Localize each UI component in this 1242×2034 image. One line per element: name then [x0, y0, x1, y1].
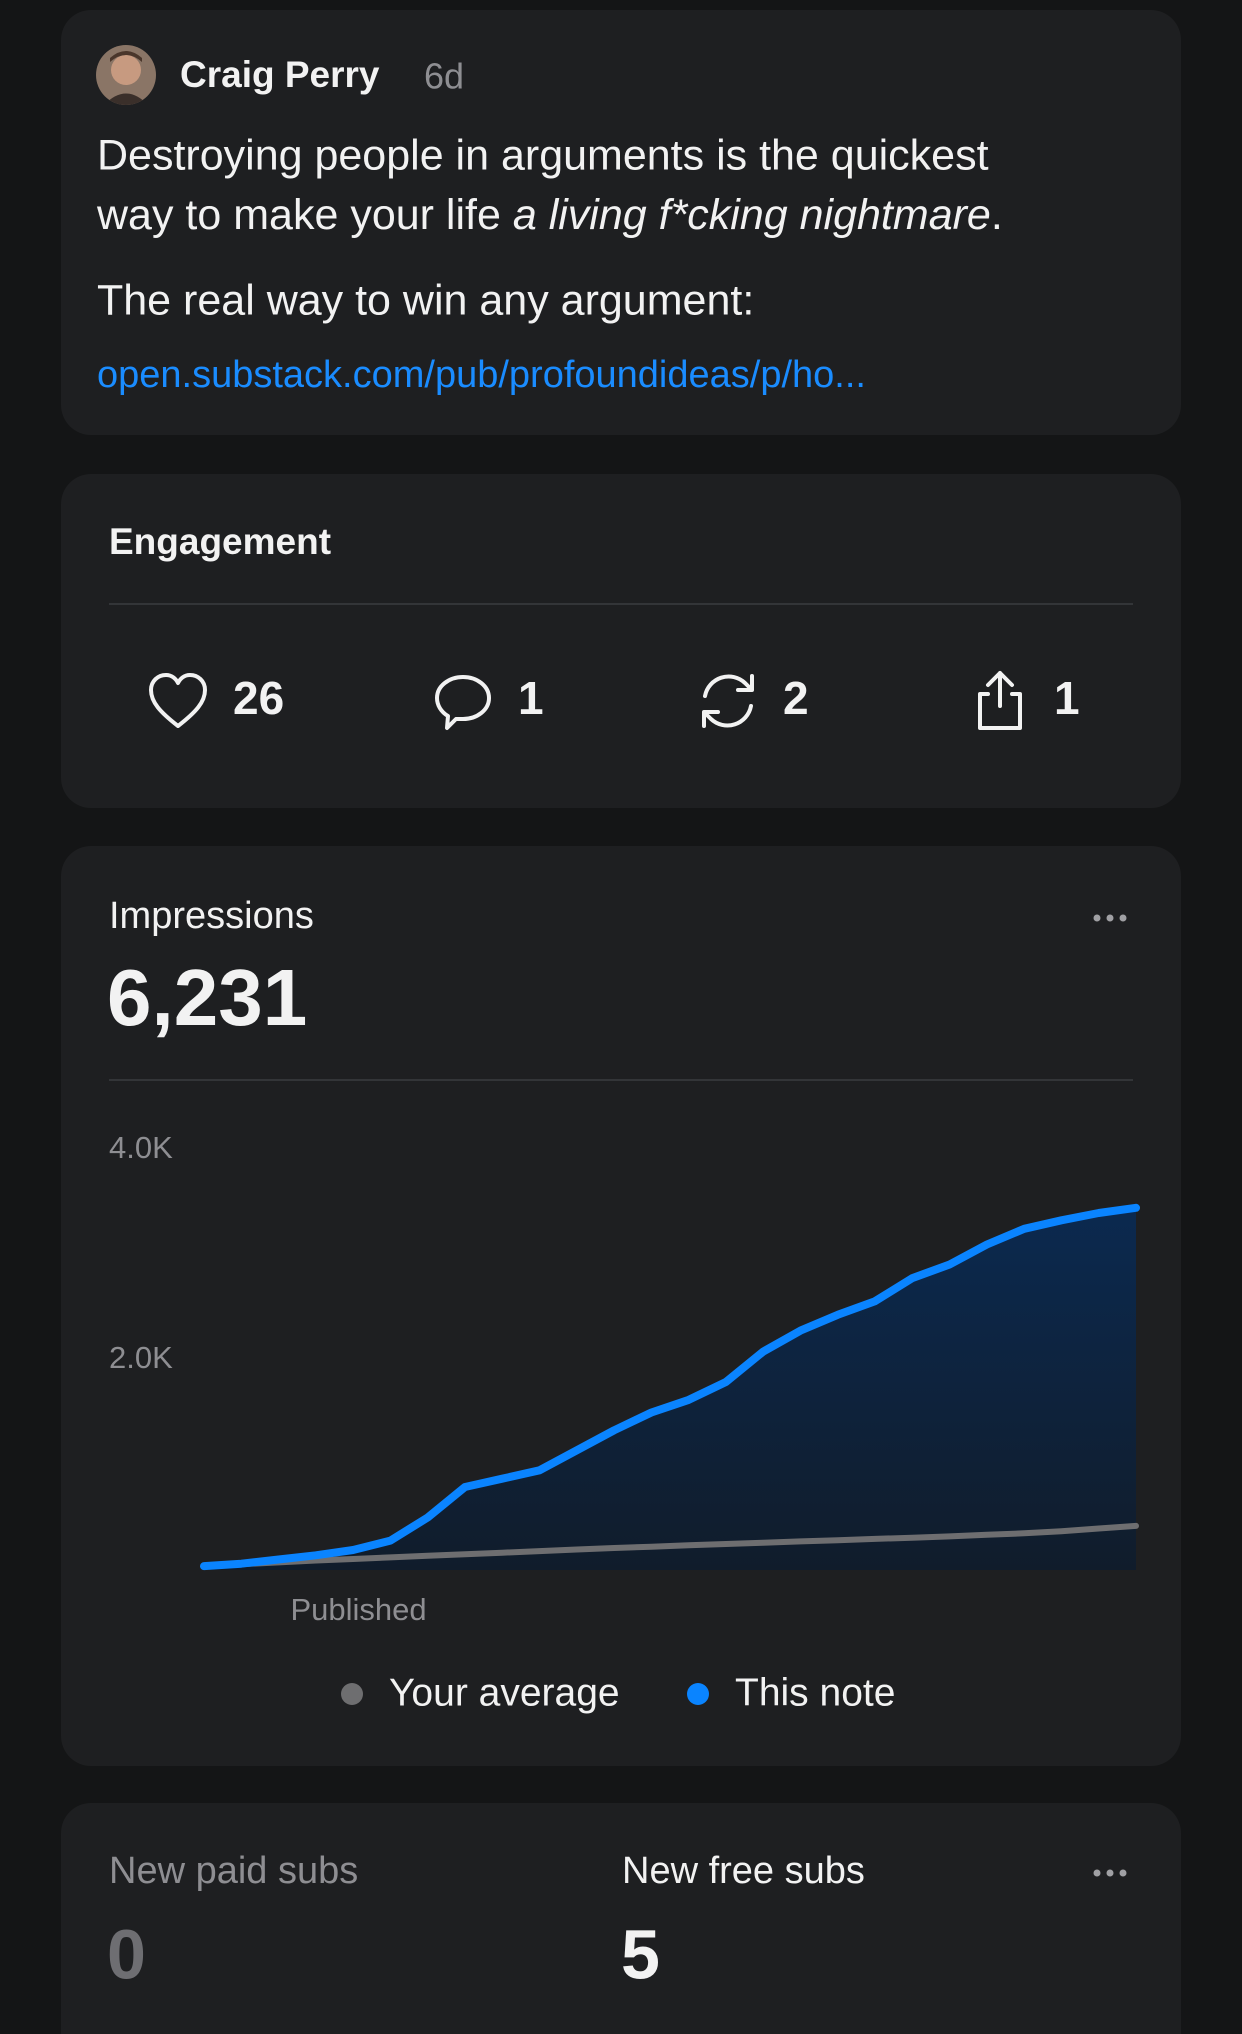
- x-tick-label: Published: [290, 1592, 426, 1627]
- chart: 2.0K 4.0K Published Your average This note: [109, 1130, 1140, 1714]
- menu-dot: [1106, 1869, 1114, 1877]
- menu-dot: [1093, 1869, 1101, 1877]
- restack-button[interactable]: 2: [702, 672, 809, 728]
- share-icon: [978, 692, 1022, 730]
- post-link[interactable]: open.substack.com/pub/profoundideas/p/ho…: [97, 354, 866, 396]
- heart-icon: [149, 673, 207, 728]
- menu-dot: [1106, 914, 1114, 922]
- stat-value: 5: [621, 1915, 660, 1993]
- comment-button[interactable]: 1: [435, 672, 544, 730]
- post-text: way to make your life a living f*cking n…: [96, 191, 1003, 239]
- share-count: 1: [1054, 672, 1080, 724]
- like-button[interactable]: 26: [149, 672, 284, 728]
- post-text-part: .: [991, 191, 1003, 239]
- area: [204, 1207, 1136, 1570]
- y-tick-label: 4.0K: [109, 1130, 173, 1165]
- post-text-italic: a living f*cking nightmare: [513, 191, 991, 239]
- avatar[interactable]: [96, 45, 156, 105]
- stat-label: New paid subs: [109, 1850, 358, 1892]
- post-age: 6d: [424, 56, 464, 97]
- engagement-card: [61, 474, 1181, 808]
- stat-value: 0: [107, 1915, 146, 1993]
- post-text: The real way to win any argument:: [97, 276, 754, 324]
- post-text-part: way to make your life: [96, 191, 513, 239]
- menu-dot: [1119, 914, 1127, 922]
- menu-dot: [1093, 914, 1101, 922]
- legend-swatch: [687, 1683, 709, 1705]
- impressions-total: 6,231: [107, 953, 307, 1042]
- comment-icon: [435, 675, 491, 730]
- more-menu[interactable]: [1093, 1869, 1127, 1877]
- section-title: Impressions: [109, 895, 314, 937]
- post-text: Destroying people in arguments is the qu…: [97, 131, 989, 179]
- post-card[interactable]: [61, 10, 1181, 435]
- legend-swatch: [341, 1683, 363, 1705]
- like-count: 26: [233, 672, 284, 724]
- legend-item[interactable]: This note: [687, 1671, 895, 1714]
- restack-count: 2: [783, 672, 809, 724]
- more-menu[interactable]: [1093, 914, 1127, 922]
- legend-item[interactable]: Your average: [341, 1671, 620, 1714]
- line: [200, 1203, 1140, 1571]
- section-title: Engagement: [109, 521, 331, 562]
- stat-label: New free subs: [622, 1850, 865, 1892]
- line: [201, 1522, 1139, 1570]
- restack-icon: [703, 674, 753, 698]
- restack-icon: [702, 710, 720, 728]
- legend-label: This note: [735, 1671, 895, 1714]
- menu-dot: [1119, 1869, 1127, 1877]
- restack-icon: [736, 674, 754, 692]
- subs-card: [61, 1803, 1181, 2034]
- share-button[interactable]: 1: [978, 671, 1080, 730]
- legend-label: Your average: [389, 1671, 620, 1714]
- share-icon: [986, 671, 1014, 708]
- y-tick-label: 2.0K: [109, 1340, 173, 1375]
- restack-icon: [703, 704, 753, 728]
- author-name[interactable]: Craig Perry: [180, 54, 380, 95]
- comment-count: 1: [518, 672, 544, 724]
